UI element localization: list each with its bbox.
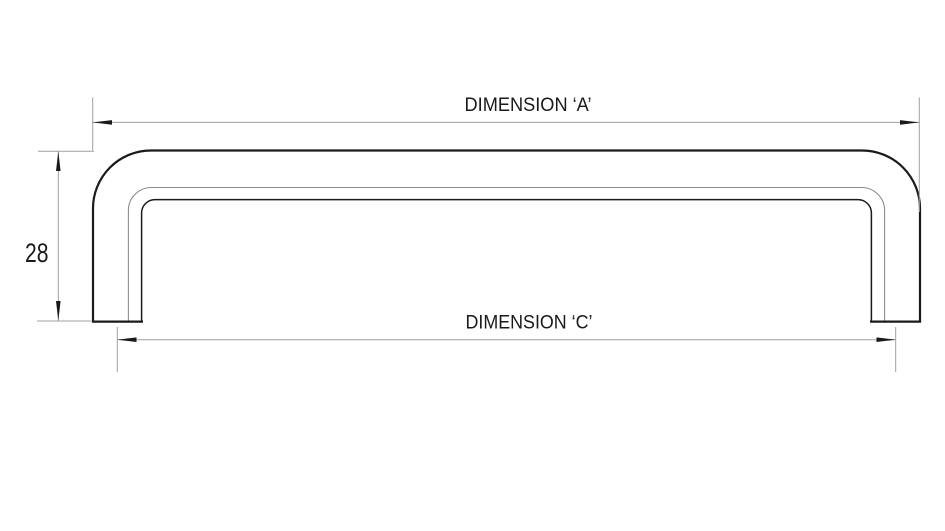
dim-a-label: DIMENSION ‘A’ <box>465 94 592 116</box>
dim-height-value: 28 <box>25 238 49 268</box>
dim-c-label: DIMENSION ‘C’ <box>466 312 593 334</box>
handle-outer-profile <box>91 149 922 322</box>
dimension-height: 28 <box>25 150 94 322</box>
dim-height-arrow-up <box>56 151 61 171</box>
dimension-c: DIMENSION ‘C’ <box>116 312 897 372</box>
dimension-a: DIMENSION ‘A’ <box>92 94 920 212</box>
dim-height-arrow-down <box>56 301 61 321</box>
dim-c-arrow-left <box>117 337 137 342</box>
handle-inner-profile <box>140 198 873 321</box>
dim-c-arrow-right <box>876 337 896 342</box>
dim-a-arrow-left <box>92 120 112 125</box>
handle-profile <box>91 149 922 323</box>
handle-tangent-line <box>127 186 886 321</box>
dim-a-arrow-right <box>900 120 920 125</box>
